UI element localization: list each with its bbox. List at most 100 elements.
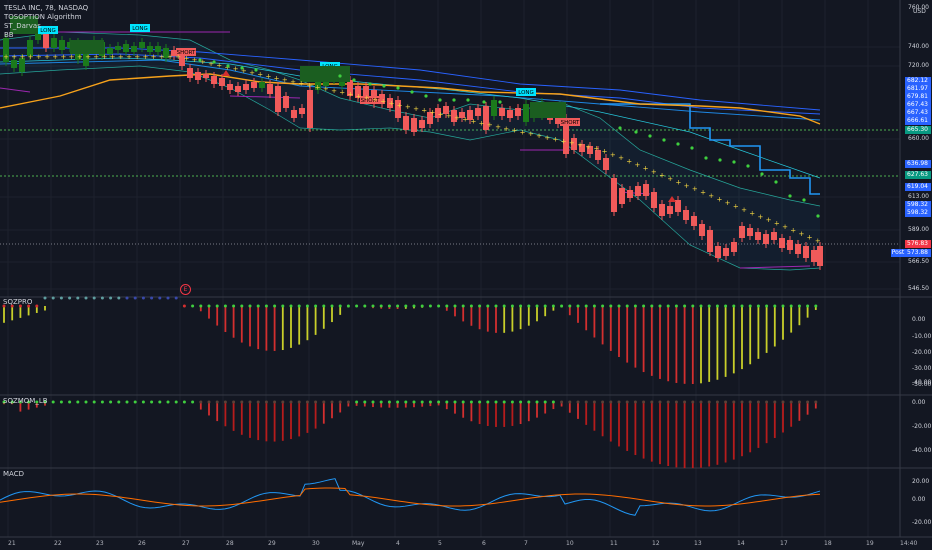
time-axis-tick: 17 bbox=[780, 540, 788, 547]
mom-dot bbox=[683, 400, 687, 404]
earnings-marker[interactable]: E bbox=[180, 284, 191, 295]
mom-dot bbox=[437, 400, 441, 404]
sqz-dot bbox=[76, 296, 80, 300]
mom-dot bbox=[166, 400, 170, 404]
sqz-dot bbox=[724, 304, 728, 308]
plus-marker: + bbox=[790, 227, 796, 235]
symbol-title[interactable]: TESLA INC, 78, NASDAQ bbox=[4, 4, 89, 12]
symbol-legend[interactable]: TESLA INC, 78, NASDAQ TOSOPTION Algorith… bbox=[4, 4, 88, 40]
sqz-dot bbox=[781, 304, 785, 308]
plus-marker: + bbox=[282, 76, 288, 84]
plus-marker: + bbox=[634, 161, 640, 169]
sqzpro-axis-tick: -50.00 bbox=[912, 381, 932, 388]
mom-dot bbox=[674, 400, 678, 404]
mom-dot bbox=[281, 400, 285, 404]
mom-dot bbox=[724, 400, 728, 404]
plus-marker: + bbox=[700, 189, 706, 197]
candle bbox=[747, 228, 753, 236]
candle bbox=[195, 72, 201, 80]
plus-marker: + bbox=[815, 237, 821, 245]
mom-dot bbox=[264, 400, 268, 404]
signal-box bbox=[560, 118, 580, 126]
plus-marker: + bbox=[520, 128, 526, 136]
plus-marker: + bbox=[807, 233, 813, 241]
mom-dot bbox=[707, 400, 711, 404]
sqzpro-axis-tick: -10.00 bbox=[912, 333, 932, 340]
plus-marker: + bbox=[372, 96, 378, 104]
time-axis-tick: 10 bbox=[566, 540, 574, 547]
indicator-darvas[interactable]: ST_Darvas bbox=[4, 22, 41, 30]
sqzpro-axis-tick: -30.00 bbox=[912, 365, 932, 372]
trend-dot bbox=[338, 74, 342, 78]
sqz-dot bbox=[560, 304, 564, 308]
macd-label[interactable]: MACD bbox=[3, 470, 24, 478]
time-axis-tick: 23 bbox=[96, 540, 104, 547]
sqz-dot bbox=[215, 304, 219, 308]
candle bbox=[275, 86, 281, 112]
plus-marker: + bbox=[569, 139, 575, 147]
plus-marker: + bbox=[208, 60, 214, 68]
candle bbox=[171, 50, 177, 56]
plus-marker: + bbox=[36, 53, 42, 61]
indicator-bb[interactable]: BB bbox=[4, 31, 14, 39]
time-axis-tick: May bbox=[352, 540, 365, 547]
plus-marker: + bbox=[561, 137, 567, 145]
candle bbox=[179, 54, 185, 66]
sqz-dot bbox=[150, 296, 154, 300]
plus-marker: + bbox=[626, 158, 632, 166]
plus-marker: + bbox=[93, 53, 99, 61]
plus-marker: + bbox=[257, 71, 263, 79]
candle bbox=[147, 46, 153, 52]
sqz-dot bbox=[707, 304, 711, 308]
candle bbox=[403, 116, 409, 130]
price-axis-tick: 589.00 bbox=[908, 226, 929, 233]
plus-marker: + bbox=[192, 56, 198, 64]
candle bbox=[115, 46, 121, 50]
trend-dot bbox=[676, 142, 680, 146]
mom-dot bbox=[289, 400, 293, 404]
sqz-dot bbox=[264, 304, 268, 308]
candle bbox=[347, 80, 353, 96]
post-market-badge: Post bbox=[891, 249, 905, 257]
candle bbox=[643, 184, 649, 196]
candle bbox=[139, 42, 145, 48]
candle bbox=[123, 44, 129, 52]
mom-dot bbox=[76, 400, 80, 404]
trend-dot bbox=[802, 198, 806, 202]
candle bbox=[691, 216, 697, 226]
mom-dot bbox=[18, 400, 22, 404]
candle bbox=[683, 210, 689, 220]
sqzmom-axis-tick: -40.00 bbox=[912, 447, 932, 454]
mom-dot bbox=[109, 400, 113, 404]
candle bbox=[627, 190, 633, 198]
trend-dot bbox=[774, 180, 778, 184]
plus-marker: + bbox=[487, 121, 493, 129]
candle bbox=[435, 108, 441, 118]
plus-marker: + bbox=[725, 199, 731, 207]
sqzmom-label[interactable]: SQZMOM_LB bbox=[3, 397, 48, 405]
sqz-dot bbox=[10, 304, 14, 308]
sqz-dot bbox=[166, 296, 170, 300]
mom-dot bbox=[125, 400, 129, 404]
bb-fill bbox=[0, 32, 820, 270]
indicator-tosoption[interactable]: TOSOPTION Algorithm bbox=[4, 13, 82, 21]
trend-dot bbox=[452, 98, 456, 102]
mom-dot bbox=[387, 400, 391, 404]
mom-dot bbox=[666, 400, 670, 404]
mom-dot bbox=[10, 400, 14, 404]
sqz-dot bbox=[683, 304, 687, 308]
sqz-dot bbox=[699, 304, 703, 308]
sqz-dot bbox=[338, 304, 342, 308]
mom-dot bbox=[338, 400, 342, 404]
mom-dot bbox=[363, 400, 367, 404]
sqz-dot bbox=[601, 304, 605, 308]
candle bbox=[395, 100, 401, 118]
sqzpro-label[interactable]: SQZPRO bbox=[3, 298, 33, 306]
mom-dot bbox=[199, 400, 203, 404]
candle bbox=[291, 110, 297, 118]
mom-dot bbox=[379, 400, 383, 404]
darvas-box bbox=[530, 102, 566, 118]
trend-dot bbox=[368, 82, 372, 86]
mom-dot bbox=[191, 400, 195, 404]
